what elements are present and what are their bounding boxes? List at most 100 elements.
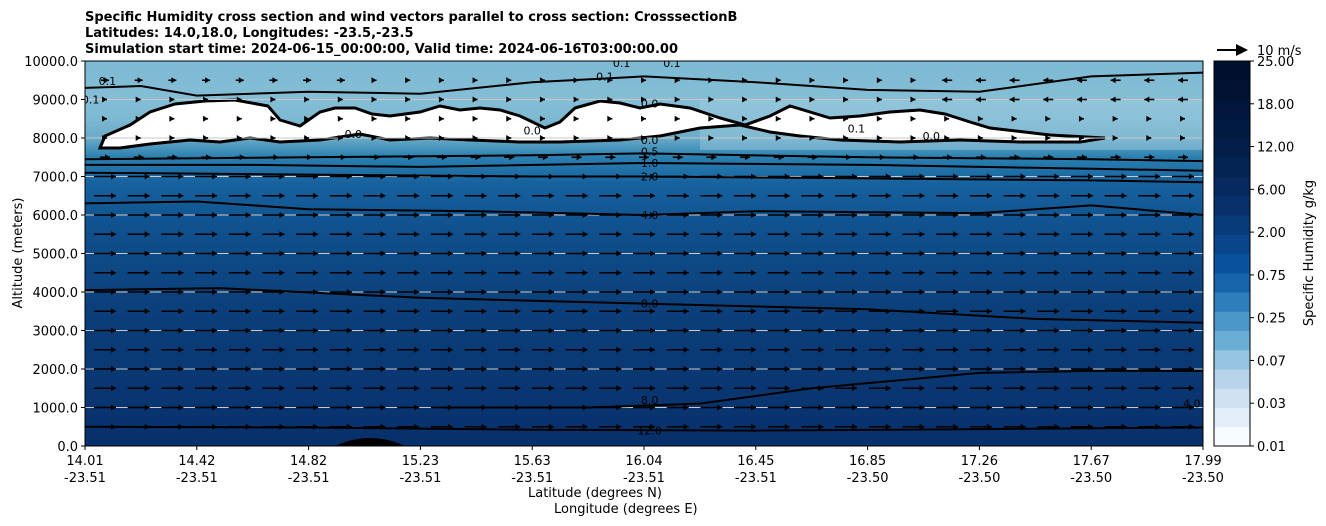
wind-vector-head <box>717 385 723 392</box>
wind-vector-head <box>607 135 613 141</box>
wind-vector-head <box>751 327 757 334</box>
wind-vector-head <box>279 327 285 334</box>
wind-vector-head <box>212 192 218 199</box>
wind-vector-head <box>975 96 981 103</box>
wind-vector-head <box>778 154 784 161</box>
wind-vector-head <box>1155 212 1161 218</box>
wind-vector-head <box>506 77 512 84</box>
wind-vector-head <box>876 77 882 84</box>
wind-vector-head <box>307 154 313 161</box>
wind-vector-head <box>674 77 680 84</box>
wind-vector-head <box>1087 269 1093 276</box>
wind-vector-head <box>313 366 319 372</box>
wind-vector-head <box>616 269 622 276</box>
y-tick-label: 7000.0 <box>33 171 79 186</box>
wind-vector-head <box>650 385 655 392</box>
wind-vector-head <box>1054 231 1060 238</box>
wind-vector-head <box>539 115 545 122</box>
contour-line-1-0 <box>85 161 1203 172</box>
wind-vector-head <box>346 385 352 392</box>
wind-vector-head <box>953 212 959 218</box>
wind-vector-head <box>742 115 748 122</box>
wind-vector-head <box>1121 192 1127 199</box>
wind-vector-head <box>1054 404 1060 411</box>
y-tick-label: 9000.0 <box>33 94 79 109</box>
wind-vector-head <box>616 212 622 218</box>
x-tick-label-lon: -23.50 <box>1182 471 1224 486</box>
y-tick-label: 5000.0 <box>33 248 79 263</box>
contour-label: 0.0 <box>523 124 541 137</box>
wind-vector-head <box>775 135 781 141</box>
wind-vector-head <box>405 115 411 122</box>
wind-vector-head <box>447 250 453 257</box>
wind-vector-head <box>245 192 251 199</box>
wind-vector-head <box>885 385 891 392</box>
wind-vector-head <box>313 327 319 334</box>
wind-vector-head <box>683 173 689 180</box>
wind-vector-head <box>144 423 150 430</box>
wind-vector-head <box>683 404 689 411</box>
wind-vector-head <box>337 135 343 141</box>
wind-vector-head <box>105 154 110 161</box>
wind-vector-head <box>784 308 790 315</box>
wind-vector-head <box>548 423 554 430</box>
colorbar-label: Specific Humidity g/kg <box>1302 180 1317 326</box>
wind-vector-head <box>809 135 815 141</box>
wind-vector-head <box>708 115 714 122</box>
wind-vector-head <box>711 154 717 161</box>
wind-vector-head <box>885 212 891 218</box>
wind-vector-head <box>245 404 251 411</box>
wind-vector-head <box>582 327 588 334</box>
wind-vector-head <box>515 173 521 180</box>
x-axis-label-longitude: Longitude (degrees E) <box>554 502 698 517</box>
wind-vector-head <box>346 269 352 276</box>
wind-vector-head <box>919 173 925 180</box>
wind-vector-head <box>683 192 689 199</box>
wind-vector-head <box>515 231 521 238</box>
wind-vector-head <box>1020 269 1026 276</box>
wind-vector-head <box>885 327 891 334</box>
wind-vector-head <box>1087 385 1093 392</box>
wind-vector-head <box>708 77 714 84</box>
wind-key-label: 10 m/s <box>1257 44 1302 59</box>
x-tick-label-lon: -23.51 <box>511 471 553 486</box>
x-tick-label-lat: 16.45 <box>737 454 774 469</box>
wind-vector-head <box>306 77 312 84</box>
colorbar-tick-label: 0.03 <box>1257 397 1286 412</box>
wind-vector-head <box>1110 77 1116 84</box>
wind-vector-head <box>472 96 478 103</box>
wind-vector-head <box>751 289 757 295</box>
wind-vector-head <box>650 366 655 372</box>
wind-vector-head <box>919 192 925 199</box>
wind-vector-head <box>111 212 116 218</box>
wind-vector-head <box>1087 327 1093 334</box>
wind-vector-head <box>481 366 487 372</box>
wind-vector-head <box>885 192 891 199</box>
wind-vector-head <box>641 135 646 141</box>
wind-vector-head <box>414 212 420 218</box>
wind-vector-head <box>751 346 757 353</box>
wind-vector-head <box>245 269 251 276</box>
wind-vector-head <box>919 346 925 353</box>
x-tick-label-lat: 15.23 <box>402 454 439 469</box>
wind-vector-head <box>337 96 343 103</box>
wind-vector-head <box>245 250 251 257</box>
wind-vector-head <box>414 269 420 276</box>
wind-vector-head <box>616 423 622 430</box>
wind-vector-head <box>1189 212 1194 218</box>
wind-vector-head <box>885 308 891 315</box>
x-tick-label-lat: 14.42 <box>178 454 215 469</box>
wind-vector-head <box>212 404 218 411</box>
wind-vector-head <box>272 77 278 84</box>
wind-vector-head <box>650 289 655 295</box>
contour-label: 0.1 <box>663 57 681 70</box>
wind-vector-head <box>339 77 345 84</box>
wind-vector-head <box>919 385 925 392</box>
x-tick-label-lon: -23.50 <box>1070 471 1112 486</box>
x-axis: 14.01 -23.51 14.42 -23.51 14.82 -23.51 15.23 -2… <box>64 446 1224 486</box>
wind-vector-head <box>784 404 790 411</box>
x-tick-label-lon: -23.51 <box>735 471 777 486</box>
wind-vector-head <box>178 192 184 199</box>
contour-label: 0.1 <box>82 94 100 107</box>
wind-vector-head <box>135 96 141 103</box>
